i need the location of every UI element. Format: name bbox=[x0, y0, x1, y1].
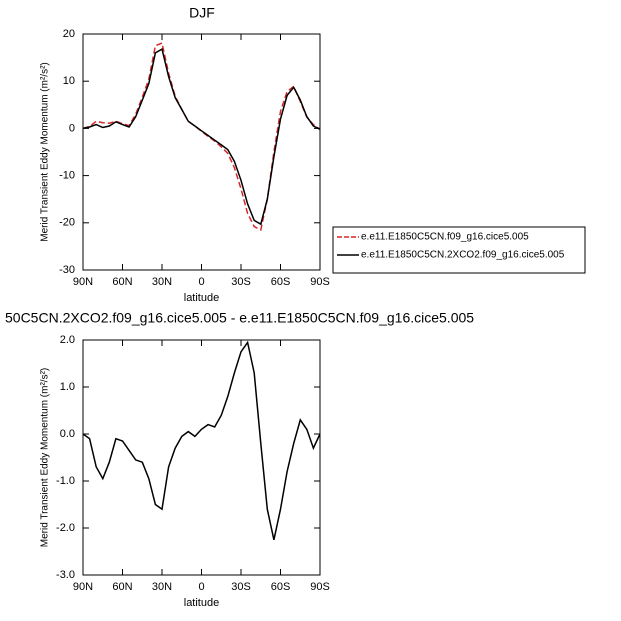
y-tick-label: 0 bbox=[69, 122, 75, 134]
y-tick-label: -30 bbox=[59, 264, 75, 276]
x-tick-label: 90N bbox=[73, 581, 93, 593]
x-tick-label: 60S bbox=[271, 276, 291, 288]
chart-title: 50C5CN.2XCO2.f09_g16.cice5.005 - e.e11.E… bbox=[5, 310, 474, 326]
x-tick-label: 60N bbox=[112, 581, 132, 593]
y-tick-label: 10 bbox=[63, 75, 75, 87]
x-tick-label: 90N bbox=[73, 276, 93, 288]
x-tick-label: 30S bbox=[231, 581, 251, 593]
x-tick-label: 60S bbox=[271, 581, 291, 593]
x-tick-label: 90S bbox=[310, 276, 330, 288]
plot-frame bbox=[82, 339, 321, 576]
plot-frame bbox=[82, 33, 321, 271]
y-axis-label: Merid Transient Eddy Momentum (m²/s²) bbox=[40, 62, 51, 242]
x-tick-label: 30S bbox=[231, 276, 251, 288]
y-tick-label: -3.0 bbox=[56, 569, 75, 581]
x-tick-label: 0 bbox=[198, 276, 204, 288]
y-tick-label: -10 bbox=[59, 170, 75, 182]
legend-box bbox=[332, 226, 586, 274]
x-axis-label: latitude bbox=[184, 292, 219, 304]
x-tick-label: 90S bbox=[310, 581, 330, 593]
x-tick-label: 60N bbox=[112, 276, 132, 288]
legend-label: e.e11.E1850C5CN.f09_g16.cice5.005 bbox=[361, 232, 529, 243]
y-tick-label: 2.0 bbox=[60, 334, 75, 346]
y-tick-label: 0.0 bbox=[60, 428, 75, 440]
legend-label: e.e11.E1850C5CN.2XCO2.f09_g16.cice5.005 bbox=[361, 250, 565, 261]
y-axis-label: Merid Transient Eddy Momentum (m²/s²) bbox=[40, 368, 51, 548]
data-line bbox=[82, 41, 321, 232]
data-line bbox=[82, 47, 321, 226]
y-tick-label: -20 bbox=[59, 217, 75, 229]
x-tick-label: 30N bbox=[152, 276, 172, 288]
x-tick-label: 0 bbox=[198, 581, 204, 593]
x-tick-label: 30N bbox=[152, 581, 172, 593]
data-line bbox=[82, 340, 321, 540]
x-axis-label: latitude bbox=[184, 597, 219, 609]
y-tick-label: 20 bbox=[63, 28, 75, 40]
y-tick-label: 1.0 bbox=[60, 381, 75, 393]
y-tick-label: -1.0 bbox=[56, 475, 75, 487]
chart-title: DJF bbox=[189, 5, 215, 21]
y-tick-label: -2.0 bbox=[56, 522, 75, 534]
